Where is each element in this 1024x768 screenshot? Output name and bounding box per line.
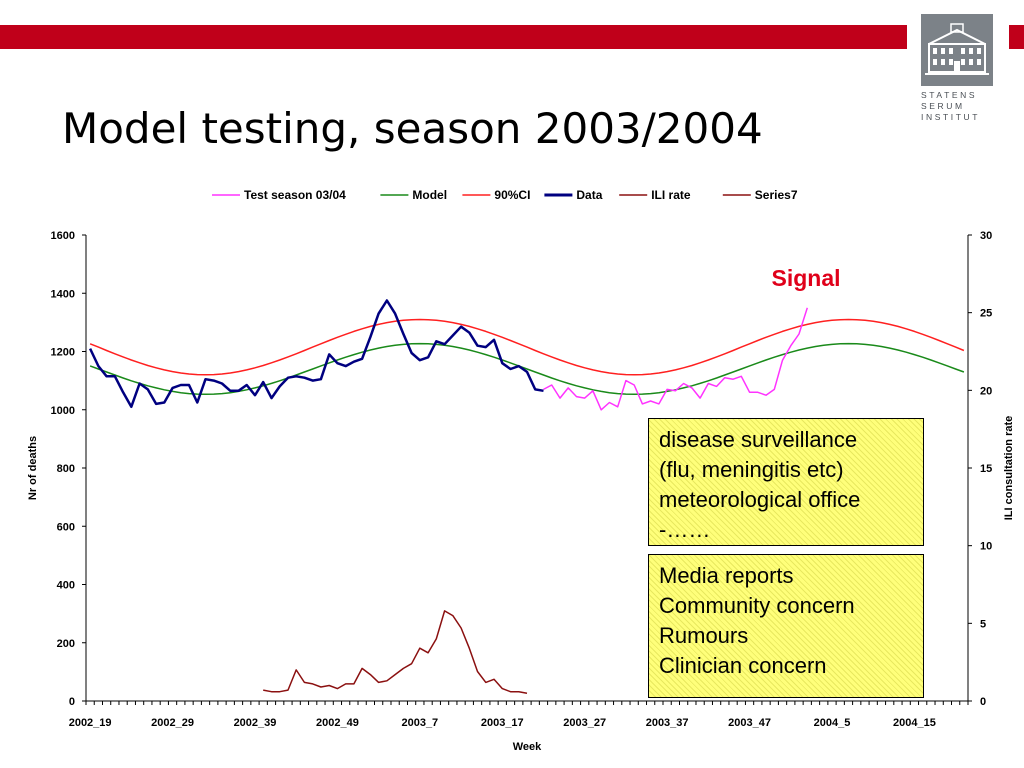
y-tick-label: 1200	[51, 347, 75, 359]
series-line-ili-rate	[263, 610, 528, 694]
x-tick-label: 2003_7	[401, 717, 438, 729]
chart: 0 200 400 600 800 1000 1200 1400 1600 0 5 10 15 20 25 3…	[27, 188, 1015, 753]
y-tick-label: 1400	[51, 288, 75, 300]
series-line-test-season-03-04	[543, 307, 809, 411]
note-line: Rumours	[659, 623, 749, 648]
series-line-data	[88, 299, 544, 409]
legend-label: Series7	[755, 188, 798, 202]
note-line: disease surveillance	[659, 427, 858, 452]
logo-text: STATENS SERUM INSTITUT	[921, 90, 995, 123]
series-line-model	[89, 342, 965, 396]
institute-logo: STATENS SERUM INSTITUT	[907, 2, 1009, 134]
note-line: (flu, meningitis etc)	[659, 457, 844, 482]
slide-title: Model testing, season 2003/2004	[62, 104, 763, 153]
y2-tick-label: 25	[980, 308, 992, 320]
y-axis-title: Nr of deaths	[27, 436, 39, 500]
note-line: Community concern	[659, 593, 855, 618]
y-tick-label: 1000	[51, 405, 75, 417]
y2-tick-label: 15	[980, 463, 992, 475]
y2-tick-label: 20	[980, 385, 992, 397]
surveillance-sources-box: disease surveillance (flu, meningitis et…	[648, 418, 924, 546]
note-line: meteorological office	[659, 487, 861, 512]
legend-label: Model	[412, 188, 447, 202]
logo-line: STATENS	[921, 90, 978, 100]
y-tick-label: 800	[57, 463, 75, 475]
y-tick-label: 200	[57, 638, 75, 650]
legend-label: ILI rate	[651, 188, 691, 202]
y-tick-label: 0	[69, 696, 75, 708]
building-icon	[921, 14, 993, 86]
brand-bar	[0, 25, 1024, 49]
x-tick-label: 2002_29	[151, 717, 194, 729]
legend-label: 90%CI	[494, 188, 530, 202]
logo-line: INSTITUT	[921, 112, 981, 122]
informal-sources-box: Media reports Community concern Rumours …	[648, 554, 924, 698]
x-tick-label: 2003_47	[728, 717, 771, 729]
x-axis-title: Week	[513, 741, 542, 753]
y-tick-label: 1600	[51, 230, 75, 242]
x-tick-label: 2003_27	[563, 717, 606, 729]
x-tick-label: 2003_17	[481, 717, 524, 729]
signal-label: Signal	[771, 265, 840, 291]
x-tick-label: 2003_37	[646, 717, 689, 729]
y-tick-label: 400	[57, 580, 75, 592]
note-line: Media reports	[659, 563, 794, 588]
y-tick-label: 600	[57, 521, 75, 533]
note-line: -……	[659, 517, 711, 542]
x-tick-label: 2004_15	[893, 717, 936, 729]
y2-tick-label: 30	[980, 230, 992, 242]
legend-label: Test season 03/04	[244, 188, 346, 202]
y2-tick-label: 0	[980, 696, 986, 708]
x-tick-label: 2002_49	[316, 717, 359, 729]
x-tick-label: 2002_39	[234, 717, 277, 729]
logo-line: SERUM	[921, 101, 965, 111]
series-line-90-ci	[89, 318, 965, 376]
y2-axis-title: ILI consultation rate	[1003, 416, 1015, 521]
x-tick-label: 2002_19	[69, 717, 112, 729]
y2-tick-label: 5	[980, 618, 986, 630]
legend-label: Data	[576, 188, 602, 202]
note-line: Clinician concern	[659, 653, 827, 678]
y2-tick-label: 10	[980, 541, 992, 553]
x-tick-label: 2004_5	[814, 717, 851, 729]
